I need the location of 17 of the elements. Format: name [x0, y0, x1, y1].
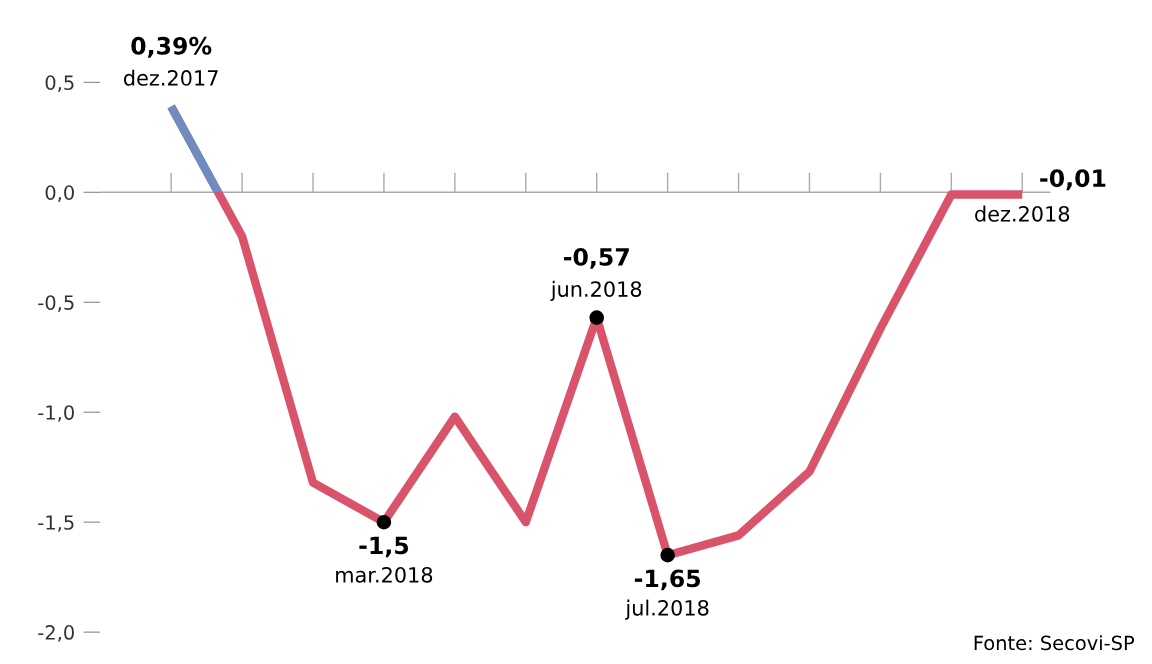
- x-tick-label: jul.2018: [625, 599, 709, 620]
- y-tick-label: -2,0: [38, 625, 74, 642]
- y-tick-label: 0,5: [45, 75, 74, 92]
- x-tick-label: dez.2017: [123, 69, 218, 86]
- source-note: Fonte: Secovi-SP: [974, 635, 1135, 651]
- data-label: -1,5: [359, 536, 409, 558]
- data-label: 0,39%: [131, 36, 212, 58]
- y-tick-label: -1,5: [38, 515, 74, 532]
- y-tick-label: -0,5: [38, 295, 74, 312]
- data-label: -0,01: [1040, 169, 1106, 191]
- x-tick-label: jun.2018: [550, 280, 642, 301]
- x-tick-label: dez.2018: [975, 205, 1070, 222]
- data-label: -0,57: [563, 247, 629, 269]
- y-tick-label: -1,0: [38, 405, 74, 422]
- data-label: -1,65: [634, 569, 701, 591]
- x-tick-label: mar.2018: [336, 566, 433, 583]
- y-tick-label: 0,0: [45, 185, 74, 202]
